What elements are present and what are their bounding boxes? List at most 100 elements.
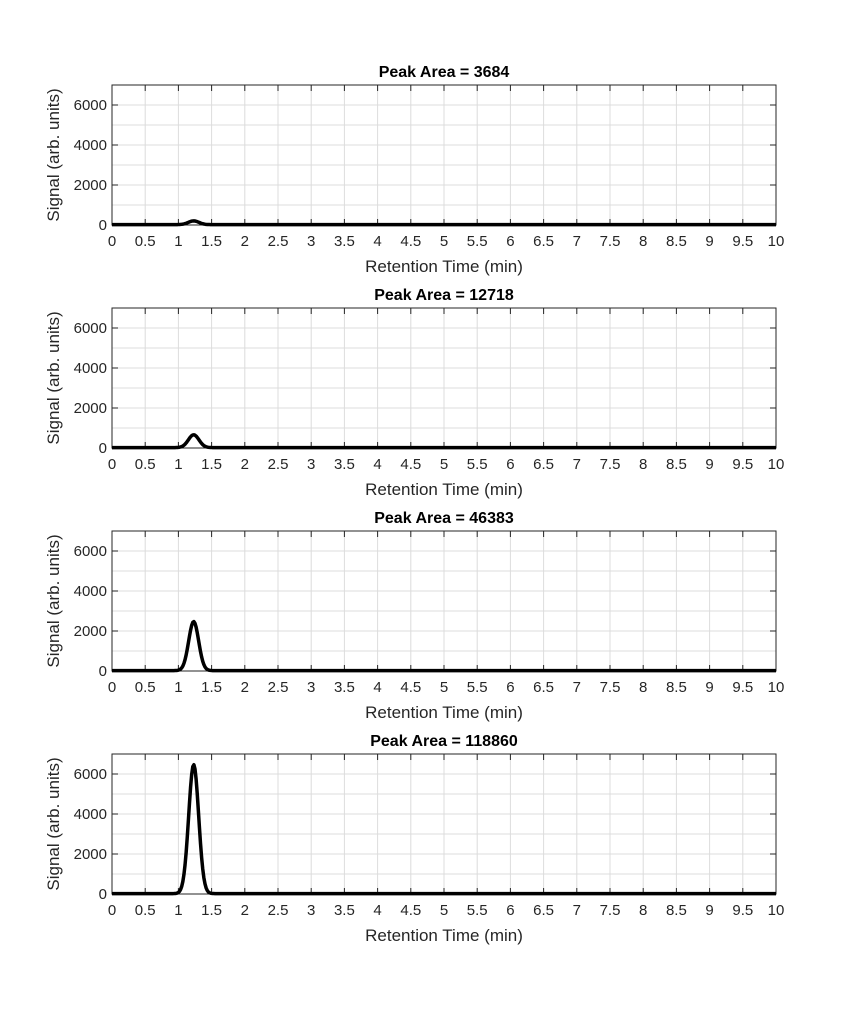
x-tick-label: 0 — [108, 456, 116, 473]
x-tick-label: 2 — [241, 456, 249, 473]
x-tick-label: 4.5 — [400, 902, 421, 919]
x-tick-label: 6.5 — [533, 679, 554, 696]
x-tick-label: 0 — [108, 233, 116, 250]
x-tick-label: 4.5 — [400, 679, 421, 696]
x-tick-label: 8.5 — [666, 679, 687, 696]
x-tick-label: 1 — [174, 679, 182, 696]
x-axis-label: Retention Time (min) — [365, 480, 523, 499]
x-tick-label: 7.5 — [600, 233, 621, 250]
x-tick-label: 9 — [705, 233, 713, 250]
signal-trace — [111, 433, 777, 450]
x-tick-label: 3 — [307, 679, 315, 696]
x-tick-label: 7 — [573, 233, 581, 250]
y-tick-label: 0 — [99, 663, 107, 680]
y-tick-label: 0 — [99, 440, 107, 457]
x-tick-label: 3.5 — [334, 902, 355, 919]
y-tick-label: 6000 — [74, 320, 107, 337]
x-tick-label: 5.5 — [467, 233, 488, 250]
x-tick-label: 1.5 — [201, 902, 222, 919]
x-tick-label: 1.5 — [201, 233, 222, 250]
y-axis-label: Signal (arb. units) — [44, 534, 63, 667]
x-tick-label: 8 — [639, 902, 647, 919]
x-tick-label: 6.5 — [533, 456, 554, 473]
y-axis-label: Signal (arb. units) — [44, 311, 63, 444]
x-tick-label: 0.5 — [135, 456, 156, 473]
chart-title: Peak Area = 3684 — [379, 64, 510, 81]
x-tick-label: 5.5 — [467, 679, 488, 696]
x-tick-label: 9.5 — [732, 679, 753, 696]
x-tick-label: 7 — [573, 679, 581, 696]
x-tick-label: 7.5 — [600, 679, 621, 696]
x-tick-label: 3 — [307, 456, 315, 473]
x-axis-label: Retention Time (min) — [365, 926, 523, 945]
x-tick-label: 7 — [573, 456, 581, 473]
x-tick-label: 8.5 — [666, 233, 687, 250]
x-tick-label: 3 — [307, 902, 315, 919]
chart-panel-2: 0 0.5 1 1.5 2 2.5 3 3.5 4 4.5 5 5.5 6 6.5 7 7.5 8 8.5 9 9.5… — [44, 287, 784, 499]
x-tick-label: 5 — [440, 456, 448, 473]
y-tick-label: 4000 — [74, 583, 107, 600]
x-tick-label: 4 — [373, 233, 381, 250]
chart-title: Peak Area = 46383 — [374, 510, 514, 527]
x-tick-label: 2.5 — [268, 679, 289, 696]
x-tick-label: 2 — [241, 679, 249, 696]
x-tick-label: 2 — [241, 233, 249, 250]
x-tick-label: 6.5 — [533, 233, 554, 250]
y-tick-label: 2000 — [74, 177, 107, 194]
y-tick-label: 4000 — [74, 360, 107, 377]
x-tick-label: 9.5 — [732, 456, 753, 473]
x-tick-label: 0.5 — [135, 679, 156, 696]
signal-trace — [111, 762, 777, 896]
x-tick-label: 2.5 — [268, 456, 289, 473]
x-tick-label: 0.5 — [135, 902, 156, 919]
x-tick-label: 7 — [573, 902, 581, 919]
x-tick-label: 3.5 — [334, 679, 355, 696]
x-tick-label: 6 — [506, 233, 514, 250]
x-tick-label: 10 — [768, 456, 785, 473]
x-tick-label: 10 — [768, 679, 785, 696]
x-tick-label: 2 — [241, 902, 249, 919]
x-tick-label: 8 — [639, 456, 647, 473]
x-tick-label: 1.5 — [201, 456, 222, 473]
x-tick-label: 9 — [705, 902, 713, 919]
x-tick-label: 6.5 — [533, 902, 554, 919]
y-tick-label: 0 — [99, 217, 107, 234]
x-axis-label: Retention Time (min) — [365, 257, 523, 276]
x-tick-label: 1 — [174, 233, 182, 250]
y-tick-label: 6000 — [74, 97, 107, 114]
x-tick-label: 5.5 — [467, 902, 488, 919]
x-tick-label: 10 — [768, 902, 785, 919]
x-tick-label: 9.5 — [732, 233, 753, 250]
signal-trace — [111, 619, 777, 673]
x-tick-label: 4 — [373, 456, 381, 473]
x-tick-label: 9 — [705, 679, 713, 696]
x-tick-label: 5.5 — [467, 456, 488, 473]
x-tick-label: 4 — [373, 679, 381, 696]
x-tick-label: 4.5 — [400, 456, 421, 473]
x-tick-label: 5 — [440, 233, 448, 250]
x-tick-label: 8.5 — [666, 456, 687, 473]
x-tick-label: 9.5 — [732, 902, 753, 919]
y-tick-label: 4000 — [74, 806, 107, 823]
x-tick-label: 7.5 — [600, 902, 621, 919]
x-tick-label: 4 — [373, 902, 381, 919]
chart-title: Peak Area = 12718 — [374, 287, 514, 304]
x-tick-label: 9 — [705, 456, 713, 473]
x-tick-label: 1 — [174, 456, 182, 473]
x-tick-label: 0 — [108, 902, 116, 919]
x-tick-label: 1.5 — [201, 679, 222, 696]
y-axis-label: Signal (arb. units) — [44, 757, 63, 890]
x-tick-label: 4.5 — [400, 233, 421, 250]
x-tick-label: 6 — [506, 456, 514, 473]
x-tick-label: 2.5 — [268, 233, 289, 250]
x-tick-label: 5 — [440, 679, 448, 696]
x-tick-label: 7.5 — [600, 456, 621, 473]
chart-panel-4: 0 0.5 1 1.5 2 2.5 3 3.5 4 4.5 5 5.5 6 6.5 7 7.5 8 8.5 9 9.5… — [44, 733, 784, 945]
x-tick-label: 2.5 — [268, 902, 289, 919]
y-axis-label: Signal (arb. units) — [44, 88, 63, 221]
x-tick-label: 10 — [768, 233, 785, 250]
x-axis-label: Retention Time (min) — [365, 703, 523, 722]
x-tick-label: 8 — [639, 679, 647, 696]
x-tick-label: 8 — [639, 233, 647, 250]
